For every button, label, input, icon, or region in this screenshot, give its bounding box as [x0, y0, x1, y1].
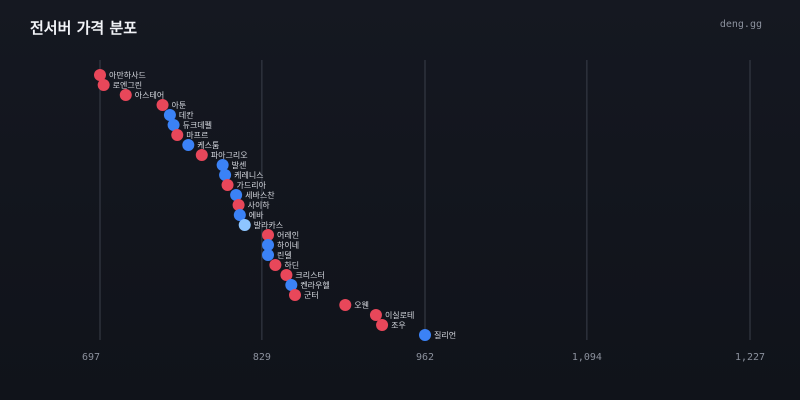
point-label: 오웬	[354, 301, 369, 310]
point-label: 질리언	[434, 330, 456, 340]
point-label: 어레인	[277, 230, 299, 240]
point-label: 조우	[391, 321, 406, 330]
x-tick-label: 1,227	[735, 352, 765, 363]
point-labels: 아만하사드로엔그린아스테어아툰데칸듀크데펠마프르케스툼파아그리오발센케레니스가드…	[109, 70, 456, 340]
data-point[interactable]	[369, 309, 382, 321]
x-tick-label: 962	[416, 352, 434, 363]
data-point[interactable]	[233, 209, 246, 221]
data-point[interactable]	[269, 259, 282, 271]
data-points	[94, 69, 431, 341]
point-label: 케스툼	[197, 141, 219, 150]
point-label: 파아그리오	[211, 150, 248, 160]
data-point[interactable]	[219, 169, 232, 181]
point-label: 아만하사드	[109, 70, 146, 80]
point-label: 에바	[249, 210, 264, 220]
data-point[interactable]	[156, 99, 169, 111]
data-point[interactable]	[419, 329, 431, 341]
data-point[interactable]	[221, 179, 234, 191]
point-label: 케레니스	[234, 170, 263, 180]
point-label: 이실로테	[385, 310, 414, 320]
data-point[interactable]	[262, 229, 275, 241]
point-label: 발라카스	[254, 220, 283, 230]
data-point[interactable]	[171, 129, 184, 141]
point-label: 크리스터	[295, 271, 324, 280]
point-label: 군터	[304, 291, 319, 300]
point-label: 하딘	[284, 260, 299, 270]
data-point[interactable]	[238, 219, 251, 231]
data-point[interactable]	[216, 159, 229, 171]
point-label: 아툰	[172, 100, 187, 110]
point-label: 아스테어	[135, 90, 164, 100]
point-label: 듀크데펠	[183, 120, 212, 130]
data-point[interactable]	[280, 269, 293, 281]
data-point[interactable]	[230, 189, 243, 201]
x-axis-ticks: 697 829 962 1,094 1,227	[82, 352, 765, 363]
page-title: 전서버 가격 분포	[30, 19, 138, 37]
data-point[interactable]	[163, 109, 176, 121]
point-label: 데칸	[179, 110, 194, 120]
data-point[interactable]	[195, 149, 208, 161]
x-tick-label: 1,094	[572, 352, 602, 363]
data-point[interactable]	[94, 69, 106, 81]
data-point[interactable]	[262, 239, 275, 251]
data-point[interactable]	[119, 89, 132, 101]
data-point[interactable]	[182, 139, 195, 151]
point-label: 린델	[277, 250, 292, 260]
brand-label: deng.gg	[719, 19, 762, 30]
point-label: 가드리아	[237, 180, 267, 190]
data-point[interactable]	[167, 119, 180, 131]
point-label: 사이하	[248, 200, 271, 210]
point-label: 하이네	[277, 240, 299, 250]
data-point[interactable]	[262, 249, 275, 261]
point-label: 로엔그린	[113, 80, 142, 90]
data-point[interactable]	[289, 289, 301, 301]
data-point[interactable]	[285, 279, 298, 291]
point-label: 세바스찬	[245, 190, 275, 200]
point-label: 발센	[232, 160, 247, 170]
grid-lines	[99, 60, 751, 340]
data-point[interactable]	[339, 299, 352, 311]
point-label: 마프르	[186, 131, 208, 140]
data-point[interactable]	[97, 79, 110, 91]
x-tick-label: 829	[253, 352, 271, 363]
point-label: 켄라우헬	[300, 280, 329, 290]
data-point[interactable]	[376, 319, 389, 331]
data-point[interactable]	[232, 199, 245, 211]
x-tick-label: 697	[82, 352, 100, 363]
